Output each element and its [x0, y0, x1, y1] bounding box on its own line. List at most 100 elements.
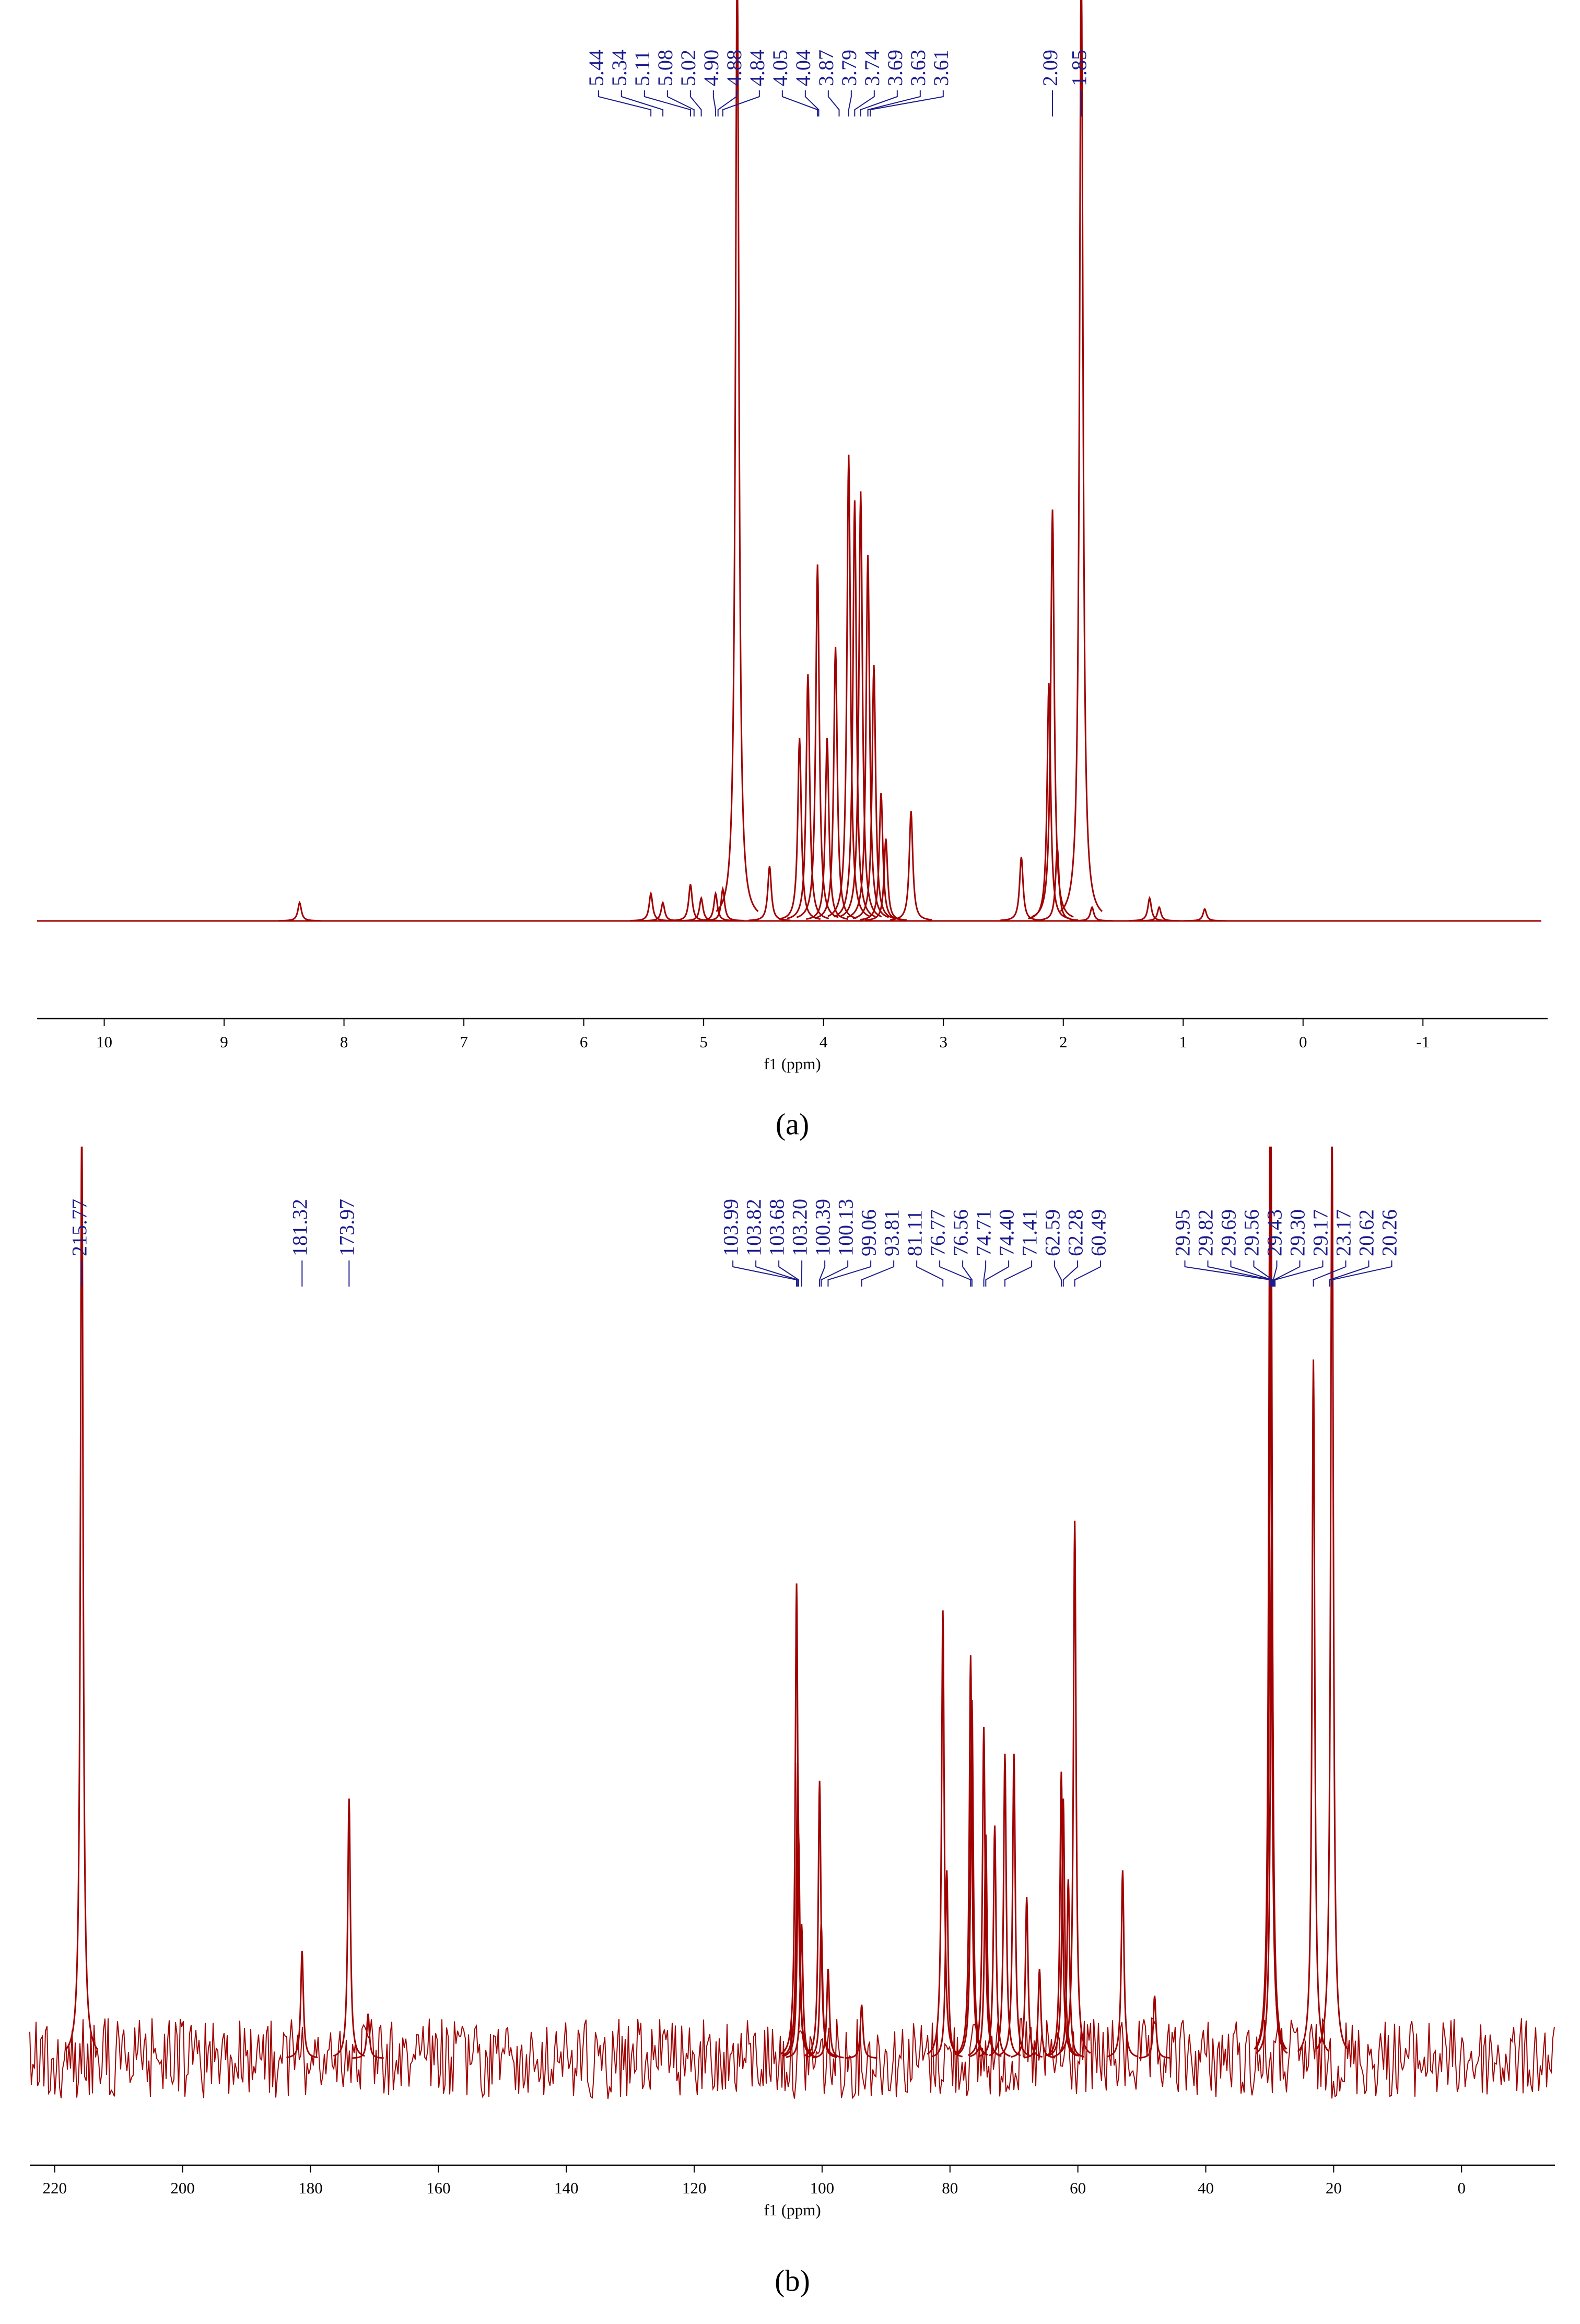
- x-axis-title: f1 (ppm): [764, 1055, 821, 1073]
- peak: [1071, 907, 1113, 921]
- peak-connector: [849, 90, 851, 116]
- peak-connector: [1208, 1260, 1271, 1287]
- peak-label: 23.17: [1332, 1209, 1355, 1256]
- peak: [1316, 1117, 1348, 2049]
- peak-connector: [779, 1260, 799, 1287]
- peak-label: 62.28: [1063, 1209, 1087, 1256]
- caption: (b): [775, 2263, 810, 2297]
- peak-label: 29.95: [1171, 1209, 1195, 1256]
- peak-label: 5.34: [607, 50, 631, 86]
- spectrum: [30, 1117, 1554, 2099]
- x-tick-label: 160: [426, 2179, 451, 2197]
- peak-label: 4.04: [791, 50, 815, 86]
- x-tick-label: 6: [580, 1033, 588, 1051]
- peak-label: 2.09: [1038, 50, 1062, 86]
- x-tick-label: 80: [942, 2179, 958, 2197]
- peak-connector: [820, 1260, 825, 1287]
- peak-connector: [940, 1260, 970, 1287]
- peak: [279, 903, 321, 921]
- x-tick-label: 40: [1198, 2179, 1214, 2197]
- x-tick-label: 220: [42, 2179, 67, 2197]
- peak-label: 5.08: [653, 50, 677, 86]
- peak-label: 29.30: [1286, 1209, 1309, 1256]
- peak: [1298, 1359, 1329, 2051]
- peak-label: 5.44: [584, 50, 608, 86]
- peak: [333, 1799, 365, 2056]
- peak-connector: [1075, 1260, 1101, 1287]
- x-tick-label: 200: [170, 2179, 195, 2197]
- peak: [630, 894, 672, 921]
- peak-label: 3.61: [929, 50, 953, 86]
- peak: [1184, 909, 1226, 921]
- x-tick-label: 5: [699, 1033, 708, 1051]
- peak-label: 74.71: [972, 1209, 995, 1256]
- peak: [716, 0, 758, 912]
- x-tick-label: 9: [220, 1033, 228, 1051]
- x-tick-label: 20: [1326, 2179, 1342, 2197]
- peak-label: 100.13: [834, 1199, 857, 1256]
- peak-label: 4.90: [699, 50, 723, 86]
- x-tick-label: 7: [460, 1033, 468, 1051]
- peak-label: 99.06: [857, 1209, 880, 1256]
- peak-label: 20.62: [1355, 1209, 1378, 1256]
- peak-connector: [1275, 1260, 1322, 1287]
- x-tick-label: 2: [1059, 1033, 1068, 1051]
- peak-label: 3.79: [837, 50, 861, 86]
- peak-label: 5.11: [630, 50, 654, 86]
- peak-label: 3.63: [906, 50, 930, 86]
- peak-connector: [713, 90, 716, 116]
- peak-connector: [1274, 1260, 1300, 1287]
- x-tick-label: 120: [682, 2179, 707, 2197]
- x-tick-label: 100: [810, 2179, 835, 2197]
- peak-connector: [1185, 1260, 1270, 1287]
- peak-label: 173.97: [335, 1199, 358, 1256]
- peak: [846, 2005, 877, 2058]
- peak-label: 4.84: [745, 50, 769, 86]
- peak-connector: [855, 90, 874, 116]
- peak-connector: [868, 90, 920, 116]
- x-tick-label: 140: [554, 2179, 579, 2197]
- peak-label: 103.68: [765, 1199, 788, 1256]
- peak-label: 181.32: [288, 1199, 311, 1256]
- peak-label: 103.20: [788, 1199, 811, 1256]
- peak-label: 5.02: [676, 50, 700, 86]
- x-tick-label: -1: [1416, 1033, 1430, 1051]
- peak-connector: [805, 90, 819, 116]
- x-axis-title: f1 (ppm): [764, 2201, 821, 2219]
- peak-label: 103.99: [719, 1199, 742, 1256]
- peak-label: 71.41: [1017, 1209, 1041, 1256]
- peak: [66, 1117, 98, 2049]
- peak-label: 215.77: [68, 1199, 91, 1256]
- peak: [865, 839, 907, 920]
- peak-connector: [1063, 1260, 1078, 1287]
- peak: [890, 811, 932, 920]
- peak-label: 93.81: [880, 1209, 903, 1256]
- peak: [1060, 0, 1102, 912]
- peak-label: 81.11: [903, 1210, 926, 1256]
- peak-label: 29.43: [1263, 1209, 1286, 1256]
- x-tick-label: 1: [1179, 1033, 1187, 1051]
- peak-label: 100.39: [811, 1199, 834, 1256]
- peak-connector: [1332, 1260, 1391, 1287]
- peak: [1000, 857, 1042, 920]
- peak-connector: [862, 1260, 894, 1287]
- peak-label: 4.05: [768, 50, 792, 86]
- peak-connector: [718, 90, 736, 116]
- peak-label: 3.74: [860, 50, 884, 86]
- peak-label: 103.82: [742, 1199, 765, 1256]
- peak-label: 4.88: [722, 50, 746, 86]
- peak-connector: [733, 1260, 797, 1287]
- peak: [1129, 898, 1171, 920]
- x-tick-label: 0: [1457, 2179, 1466, 2197]
- peak-connector: [828, 90, 839, 116]
- peak: [1138, 907, 1180, 921]
- peak-connector: [1055, 1260, 1061, 1287]
- peak-label: 29.56: [1240, 1209, 1263, 1256]
- peak-label: 74.40: [994, 1209, 1018, 1256]
- x-tick-label: 180: [298, 2179, 323, 2197]
- peak-connector: [690, 90, 701, 116]
- x-tick-label: 3: [939, 1033, 947, 1051]
- peak-label: 1.85: [1067, 50, 1091, 86]
